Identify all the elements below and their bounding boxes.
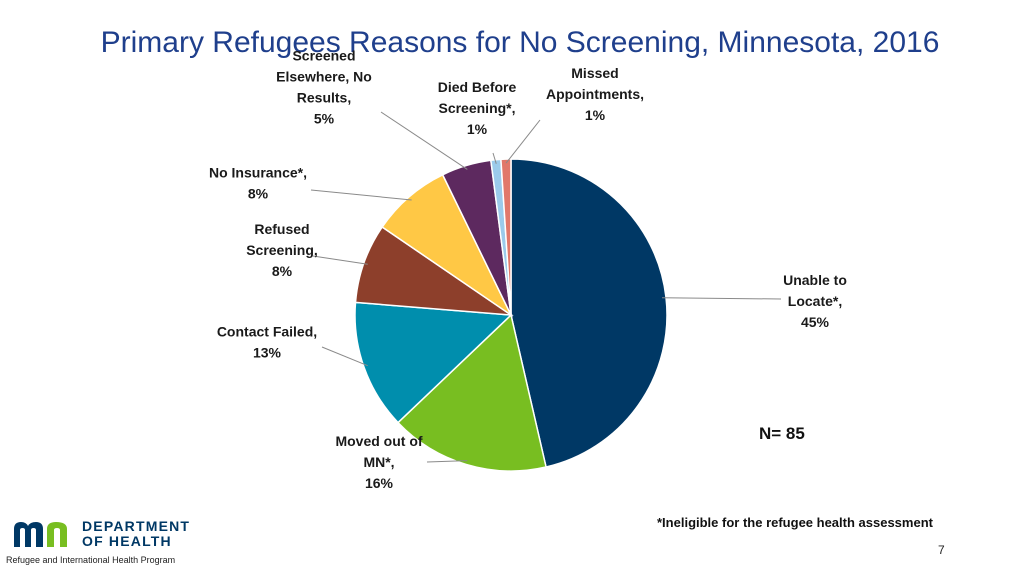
department-logo-text: DEPARTMENT OF HEALTH [82, 519, 190, 549]
page-number: 7 [938, 543, 945, 557]
logo-line-1: DEPARTMENT [82, 518, 191, 534]
slice-label: Died Before Screening*, 1% [438, 79, 517, 137]
mn-logo-icon [14, 522, 67, 547]
footnote: *Ineligible for the refugee health asses… [657, 515, 933, 530]
slice-label: Contact Failed, 13% [217, 324, 317, 361]
slice-label: Refused Screening, 8% [246, 221, 318, 279]
leader-line [380, 111, 468, 170]
pie-slice [500, 158, 512, 316]
leader-line [426, 460, 468, 463]
leader-line [505, 119, 541, 164]
slice-label: Unable to Locate*, 45% [783, 272, 847, 330]
sample-size-label: N= 85 [759, 424, 805, 443]
leader-line [321, 346, 368, 367]
leader-line [312, 255, 368, 265]
leader-line [662, 297, 782, 300]
pie-slice [396, 313, 547, 472]
program-name: Refugee and International Health Program [6, 555, 176, 565]
page-title: Primary Refugees Reasons for No Screenin… [100, 26, 940, 59]
pie-slice [354, 301, 513, 424]
leader-line [310, 189, 412, 201]
leader-line [492, 152, 497, 164]
slice-label: Screened Elsewhere, No Results, 5% [276, 48, 372, 127]
logo-line-2: OF HEALTH [82, 533, 172, 549]
slice-label: Moved out of MN*, 16% [335, 433, 422, 491]
slice-label: No Insurance*, 8% [209, 165, 307, 202]
slice-label: Missed Appointments, 1% [546, 65, 644, 123]
